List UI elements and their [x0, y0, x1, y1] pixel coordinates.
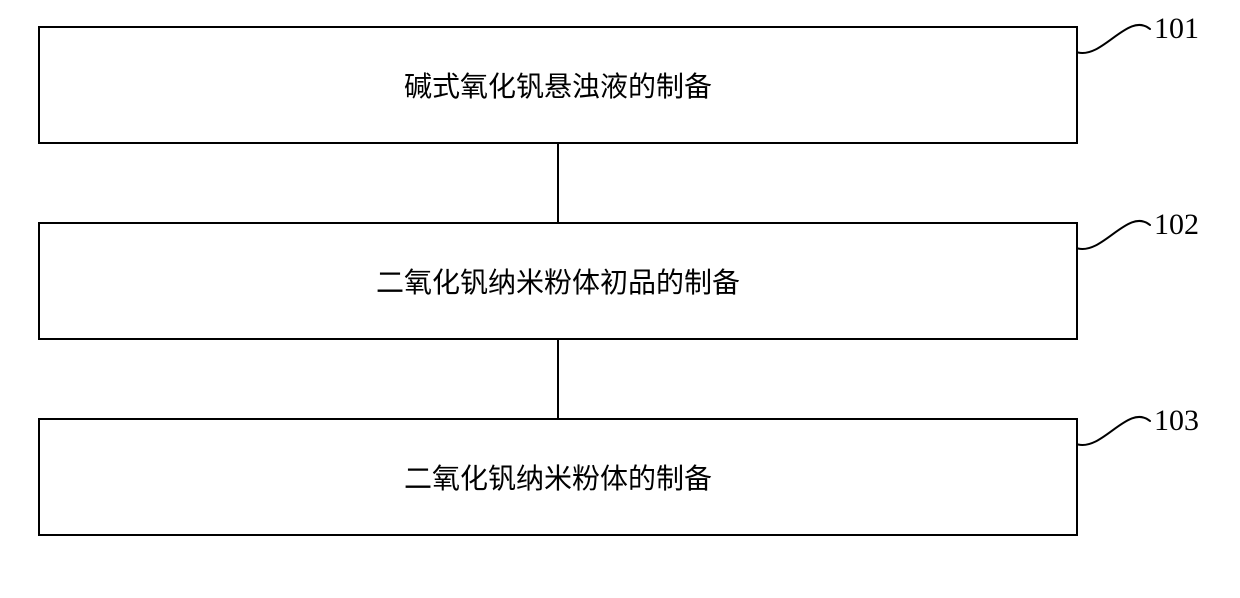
flow-step-3-text: 二氧化钒纳米粉体的制备 [404, 457, 712, 497]
callout-curve-1 [1074, 0, 1154, 92]
flow-step-2-text: 二氧化钒纳米粉体初品的制备 [376, 261, 740, 301]
step-label-1: 101 [1154, 12, 1199, 46]
flow-step-2: 二氧化钒纳米粉体初品的制备 [38, 222, 1078, 340]
connector-2-3 [557, 340, 559, 418]
callout-curve-3 [1074, 381, 1154, 485]
connector-1-2 [557, 144, 559, 222]
step-label-2: 102 [1154, 208, 1199, 242]
flow-step-1: 碱式氧化钒悬浊液的制备 [38, 26, 1078, 144]
flow-step-3: 二氧化钒纳米粉体的制备 [38, 418, 1078, 536]
step-label-3: 103 [1154, 404, 1199, 438]
flowchart-canvas: 碱式氧化钒悬浊液的制备 101 二氧化钒纳米粉体初品的制备 102 二氧化钒纳米… [0, 0, 1240, 598]
callout-curve-2 [1074, 185, 1154, 289]
flow-step-1-text: 碱式氧化钒悬浊液的制备 [404, 65, 712, 105]
